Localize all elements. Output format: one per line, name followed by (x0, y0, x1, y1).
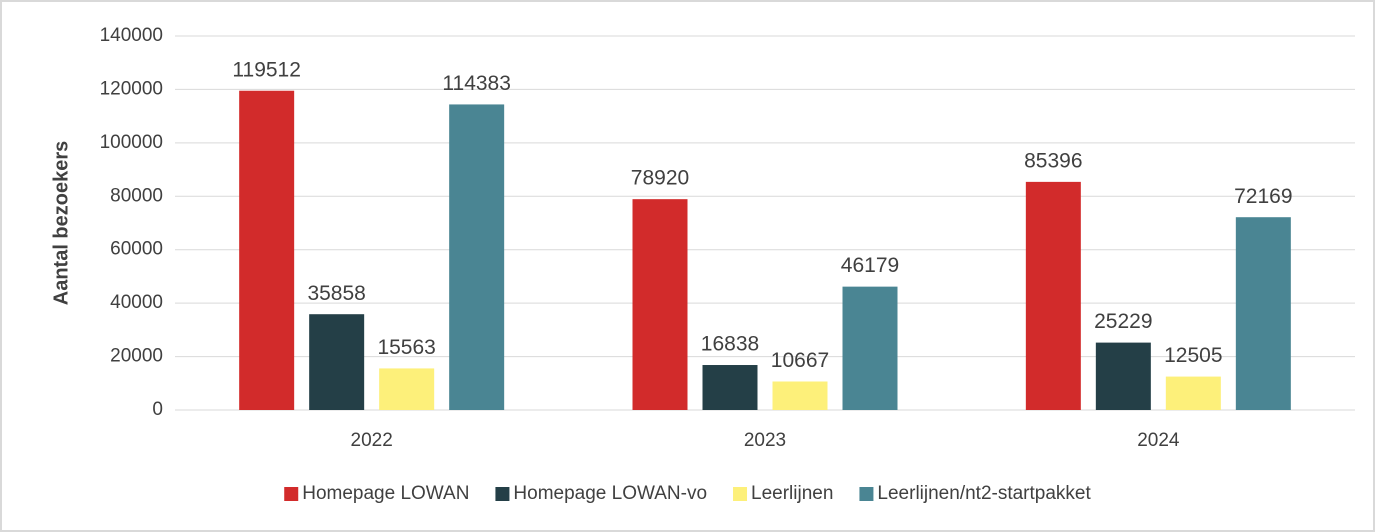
bar (772, 381, 828, 410)
data-label: 72169 (1234, 185, 1292, 208)
y-tick-label: 120000 (100, 78, 163, 99)
bar (449, 104, 505, 410)
y-tick-label: 40000 (110, 292, 163, 313)
data-label: 78920 (631, 167, 689, 190)
x-tick-label: 2024 (1137, 430, 1180, 451)
data-label: 114383 (442, 72, 511, 95)
bar (379, 368, 435, 410)
bar (239, 90, 295, 410)
legend-swatch (495, 487, 510, 501)
legend-label: Homepage LOWAN (302, 483, 469, 504)
y-tick-label: 0 (152, 399, 163, 420)
data-label: 16838 (701, 333, 759, 356)
y-tick-label: 60000 (110, 239, 163, 260)
data-label: 12505 (1164, 344, 1222, 367)
bar (309, 314, 365, 410)
bar (1235, 217, 1291, 410)
data-label: 10667 (771, 349, 829, 372)
y-axis-label: Aantal bezoekers (50, 141, 72, 306)
data-label: 46179 (841, 254, 899, 277)
legend-swatch (284, 487, 299, 501)
y-tick-label: 80000 (110, 185, 163, 206)
data-label: 35858 (307, 282, 365, 305)
legend-swatch (733, 487, 748, 501)
bar (702, 365, 758, 410)
bar (1095, 342, 1151, 410)
y-tick-label: 20000 (110, 346, 163, 367)
y-tick-label: 100000 (100, 132, 163, 153)
bar (1025, 181, 1081, 410)
data-label: 85396 (1024, 149, 1082, 172)
bar (842, 286, 898, 410)
y-tick-label: 140000 (100, 25, 163, 46)
data-label: 25229 (1094, 310, 1152, 333)
bar (1165, 376, 1221, 410)
legend-label: Homepage LOWAN-vo (513, 483, 707, 504)
x-tick-label: 2022 (351, 430, 393, 451)
legend-label: Leerlijnen/nt2-startpakket (877, 483, 1091, 504)
bar (632, 199, 688, 410)
data-label: 15563 (377, 336, 435, 359)
legend-swatch (859, 487, 874, 501)
legend-label: Leerlijnen (751, 483, 833, 504)
x-tick-label: 2023 (744, 430, 786, 451)
data-label: 119512 (232, 58, 301, 81)
